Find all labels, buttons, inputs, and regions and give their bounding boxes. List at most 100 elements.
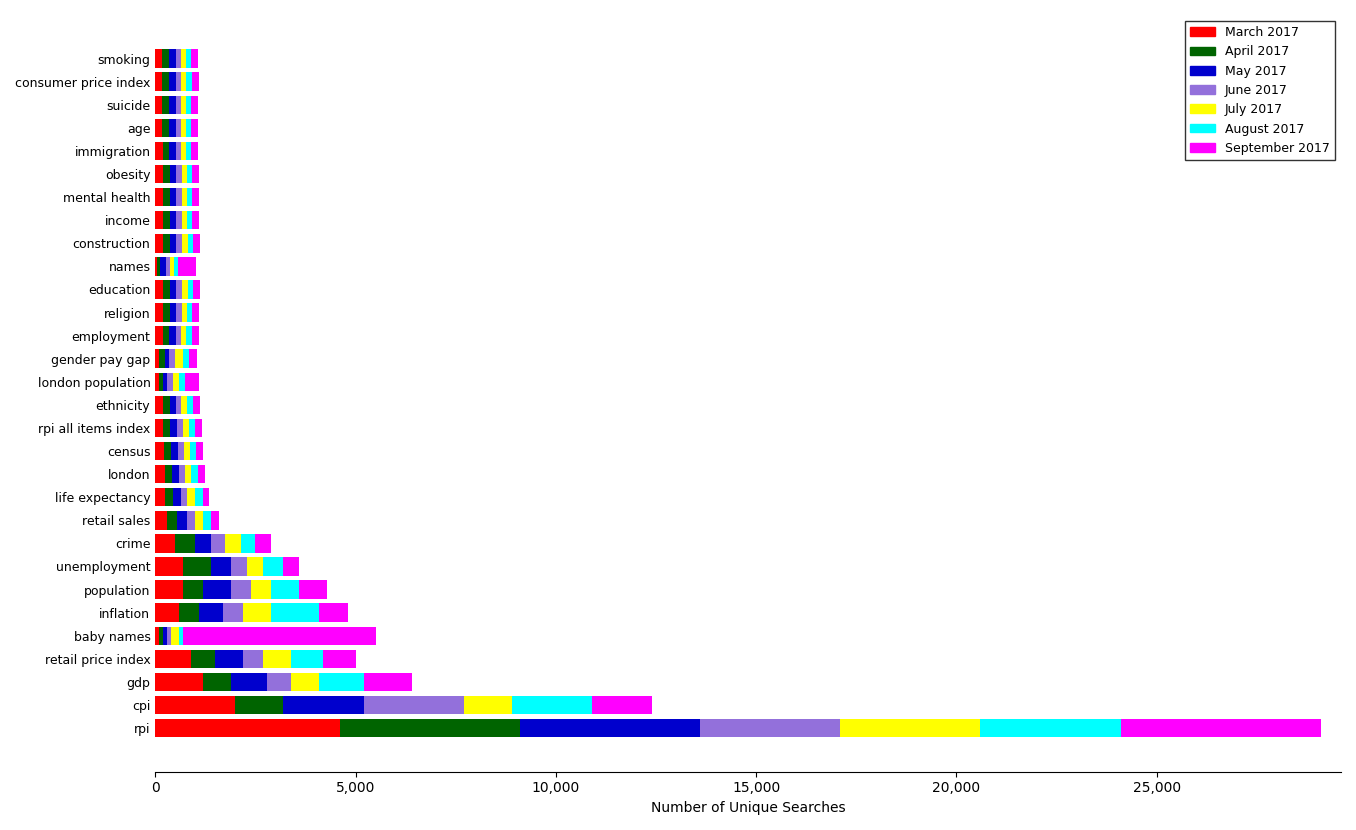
Bar (187, 234, 193, 252)
Bar (179, 603, 199, 622)
Bar (176, 419, 183, 437)
Bar (263, 650, 292, 668)
Bar (165, 349, 170, 368)
Bar (191, 50, 198, 68)
Bar (170, 303, 176, 322)
Bar (175, 257, 179, 276)
Bar (195, 488, 203, 506)
Bar (700, 719, 841, 737)
Bar (182, 303, 187, 322)
Bar (170, 326, 176, 345)
Bar (232, 580, 251, 598)
Bar (212, 535, 225, 553)
Bar (163, 95, 170, 114)
Bar (163, 119, 170, 137)
Bar (187, 326, 191, 345)
Bar (155, 72, 163, 91)
Bar (155, 627, 159, 645)
Bar (172, 465, 179, 483)
Bar (198, 465, 205, 483)
Bar (155, 281, 163, 299)
Bar (267, 672, 292, 691)
Bar (224, 603, 243, 622)
Bar (183, 627, 376, 645)
Bar (163, 419, 170, 437)
Bar (163, 72, 170, 91)
Bar (163, 326, 170, 345)
Bar (183, 419, 188, 437)
Bar (155, 349, 159, 368)
Bar (841, 719, 980, 737)
Bar (176, 50, 180, 68)
Bar (155, 396, 163, 414)
Bar (170, 165, 176, 183)
Bar (155, 165, 163, 183)
Bar (171, 442, 178, 461)
Bar (183, 557, 212, 576)
Bar (179, 257, 197, 276)
Bar (182, 234, 187, 252)
Bar (163, 281, 170, 299)
Bar (155, 373, 159, 391)
Bar (155, 488, 165, 506)
Bar (187, 396, 194, 414)
Bar (193, 211, 199, 229)
Bar (176, 188, 182, 207)
Bar (1120, 719, 1321, 737)
Bar (180, 119, 186, 137)
Bar (178, 511, 187, 530)
Bar (167, 257, 171, 276)
Bar (171, 257, 175, 276)
Bar (183, 580, 203, 598)
Bar (157, 257, 160, 276)
Bar (199, 603, 224, 622)
Bar (176, 119, 180, 137)
Bar (163, 234, 170, 252)
Bar (155, 188, 163, 207)
Bar (170, 95, 176, 114)
Bar (186, 465, 191, 483)
Bar (236, 696, 283, 715)
Bar (176, 72, 182, 91)
Bar (163, 396, 170, 414)
Bar (187, 188, 193, 207)
Bar (182, 396, 187, 414)
Bar (300, 580, 328, 598)
Bar (195, 442, 202, 461)
Bar (193, 281, 199, 299)
Bar (176, 396, 182, 414)
Bar (186, 95, 191, 114)
Bar (183, 442, 190, 461)
Bar (263, 557, 283, 576)
Bar (324, 650, 355, 668)
Bar (212, 511, 220, 530)
Bar (180, 50, 186, 68)
Bar (182, 488, 187, 506)
Bar (164, 442, 171, 461)
Bar (980, 719, 1120, 737)
Bar (186, 373, 199, 391)
Bar (519, 719, 700, 737)
Bar (187, 511, 195, 530)
Bar (155, 719, 339, 737)
Bar (193, 165, 199, 183)
Bar (155, 419, 163, 437)
Bar (195, 419, 202, 437)
Bar (180, 142, 186, 160)
Bar (225, 535, 241, 553)
Bar (194, 396, 199, 414)
Bar (155, 50, 163, 68)
Bar (243, 650, 263, 668)
Bar (170, 72, 176, 91)
Bar (283, 557, 300, 576)
Bar (170, 349, 175, 368)
Bar (167, 627, 171, 645)
Bar (186, 50, 191, 68)
Bar (163, 165, 170, 183)
Bar (155, 257, 157, 276)
Bar (191, 650, 216, 668)
Bar (195, 511, 203, 530)
Bar (182, 211, 187, 229)
Bar (191, 72, 198, 91)
Bar (155, 465, 165, 483)
